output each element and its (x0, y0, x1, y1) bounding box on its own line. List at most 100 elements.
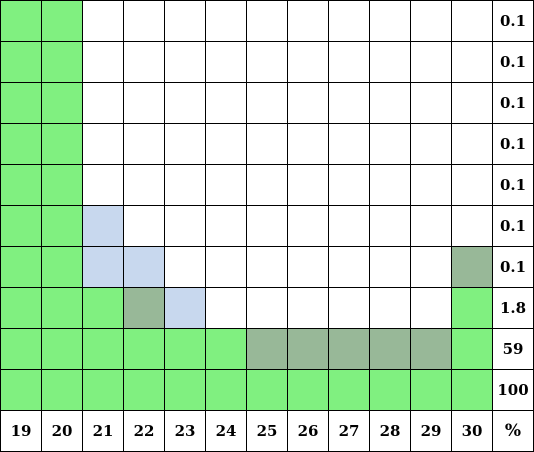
board-cell-gray[interactable] (247, 329, 288, 370)
board-cell-gray[interactable] (370, 329, 411, 370)
board-cell-green[interactable] (1, 124, 42, 165)
board-cell-empty[interactable] (165, 165, 206, 206)
board-cell-green[interactable] (83, 288, 124, 329)
board-cell-empty[interactable] (247, 124, 288, 165)
board-cell-green[interactable] (206, 329, 247, 370)
board-cell-empty[interactable] (206, 288, 247, 329)
board-cell-empty[interactable] (452, 206, 493, 247)
board-cell-empty[interactable] (165, 124, 206, 165)
board-cell-green[interactable] (124, 329, 165, 370)
board-cell-green[interactable] (1, 288, 42, 329)
board-cell-empty[interactable] (247, 206, 288, 247)
board-cell-green[interactable] (1, 206, 42, 247)
board-cell-empty[interactable] (411, 206, 452, 247)
board-cell-green[interactable] (452, 288, 493, 329)
board-cell-green[interactable] (329, 370, 370, 411)
board-cell-empty[interactable] (329, 1, 370, 42)
board-cell-green[interactable] (1, 247, 42, 288)
board-cell-gray[interactable] (288, 329, 329, 370)
board-cell-green[interactable] (42, 370, 83, 411)
board-cell-empty[interactable] (411, 1, 452, 42)
board-cell-empty[interactable] (411, 247, 452, 288)
board-cell-green[interactable] (42, 83, 83, 124)
board-cell-empty[interactable] (247, 42, 288, 83)
board-cell-empty[interactable] (452, 83, 493, 124)
board-cell-empty[interactable] (206, 165, 247, 206)
board-cell-empty[interactable] (124, 1, 165, 42)
board-cell-empty[interactable] (124, 165, 165, 206)
board-cell-empty[interactable] (288, 83, 329, 124)
board-cell-green[interactable] (42, 1, 83, 42)
board-cell-empty[interactable] (329, 124, 370, 165)
board-cell-blue[interactable] (83, 206, 124, 247)
board-cell-empty[interactable] (124, 83, 165, 124)
board-cell-empty[interactable] (247, 1, 288, 42)
board-cell-empty[interactable] (83, 83, 124, 124)
board-cell-green[interactable] (370, 370, 411, 411)
board-cell-empty[interactable] (206, 83, 247, 124)
board-cell-empty[interactable] (83, 165, 124, 206)
board-cell-empty[interactable] (247, 247, 288, 288)
board-cell-empty[interactable] (206, 1, 247, 42)
board-cell-empty[interactable] (329, 247, 370, 288)
board-cell-empty[interactable] (370, 1, 411, 42)
board-cell-empty[interactable] (411, 124, 452, 165)
board-cell-empty[interactable] (288, 247, 329, 288)
board-cell-green[interactable] (165, 370, 206, 411)
board-cell-empty[interactable] (411, 42, 452, 83)
board-cell-empty[interactable] (370, 165, 411, 206)
board-cell-empty[interactable] (329, 288, 370, 329)
board-cell-empty[interactable] (411, 165, 452, 206)
board-cell-green[interactable] (452, 370, 493, 411)
board-cell-green[interactable] (42, 288, 83, 329)
board-cell-empty[interactable] (165, 42, 206, 83)
board-cell-empty[interactable] (83, 124, 124, 165)
board-cell-empty[interactable] (370, 247, 411, 288)
board-cell-empty[interactable] (124, 124, 165, 165)
board-cell-empty[interactable] (288, 288, 329, 329)
board-cell-empty[interactable] (370, 124, 411, 165)
board-cell-green[interactable] (42, 124, 83, 165)
board-cell-empty[interactable] (247, 288, 288, 329)
board-cell-green[interactable] (1, 1, 42, 42)
board-cell-green[interactable] (247, 370, 288, 411)
board-cell-green[interactable] (1, 329, 42, 370)
board-cell-empty[interactable] (206, 124, 247, 165)
board-cell-empty[interactable] (452, 124, 493, 165)
board-cell-empty[interactable] (288, 124, 329, 165)
board-cell-empty[interactable] (124, 206, 165, 247)
board-cell-empty[interactable] (452, 165, 493, 206)
board-cell-empty[interactable] (411, 288, 452, 329)
board-cell-green[interactable] (83, 370, 124, 411)
board-cell-empty[interactable] (165, 206, 206, 247)
board-cell-green[interactable] (42, 42, 83, 83)
board-cell-empty[interactable] (288, 1, 329, 42)
board-cell-green[interactable] (1, 42, 42, 83)
board-cell-empty[interactable] (370, 288, 411, 329)
board-cell-empty[interactable] (411, 83, 452, 124)
board-cell-blue[interactable] (165, 288, 206, 329)
board-cell-empty[interactable] (247, 83, 288, 124)
board-cell-blue[interactable] (124, 247, 165, 288)
board-cell-green[interactable] (206, 370, 247, 411)
board-cell-green[interactable] (452, 329, 493, 370)
board-cell-green[interactable] (42, 329, 83, 370)
board-cell-empty[interactable] (206, 247, 247, 288)
board-cell-empty[interactable] (452, 42, 493, 83)
board-cell-gray[interactable] (124, 288, 165, 329)
board-cell-gray[interactable] (329, 329, 370, 370)
board-cell-empty[interactable] (329, 165, 370, 206)
board-cell-green[interactable] (42, 247, 83, 288)
board-cell-empty[interactable] (370, 206, 411, 247)
board-cell-green[interactable] (124, 370, 165, 411)
board-cell-gray[interactable] (452, 247, 493, 288)
board-cell-green[interactable] (165, 329, 206, 370)
board-cell-empty[interactable] (165, 247, 206, 288)
board-cell-green[interactable] (1, 165, 42, 206)
board-cell-empty[interactable] (329, 42, 370, 83)
board-cell-green[interactable] (1, 370, 42, 411)
board-cell-green[interactable] (42, 206, 83, 247)
board-cell-empty[interactable] (165, 1, 206, 42)
board-cell-empty[interactable] (329, 206, 370, 247)
board-cell-blue[interactable] (83, 247, 124, 288)
